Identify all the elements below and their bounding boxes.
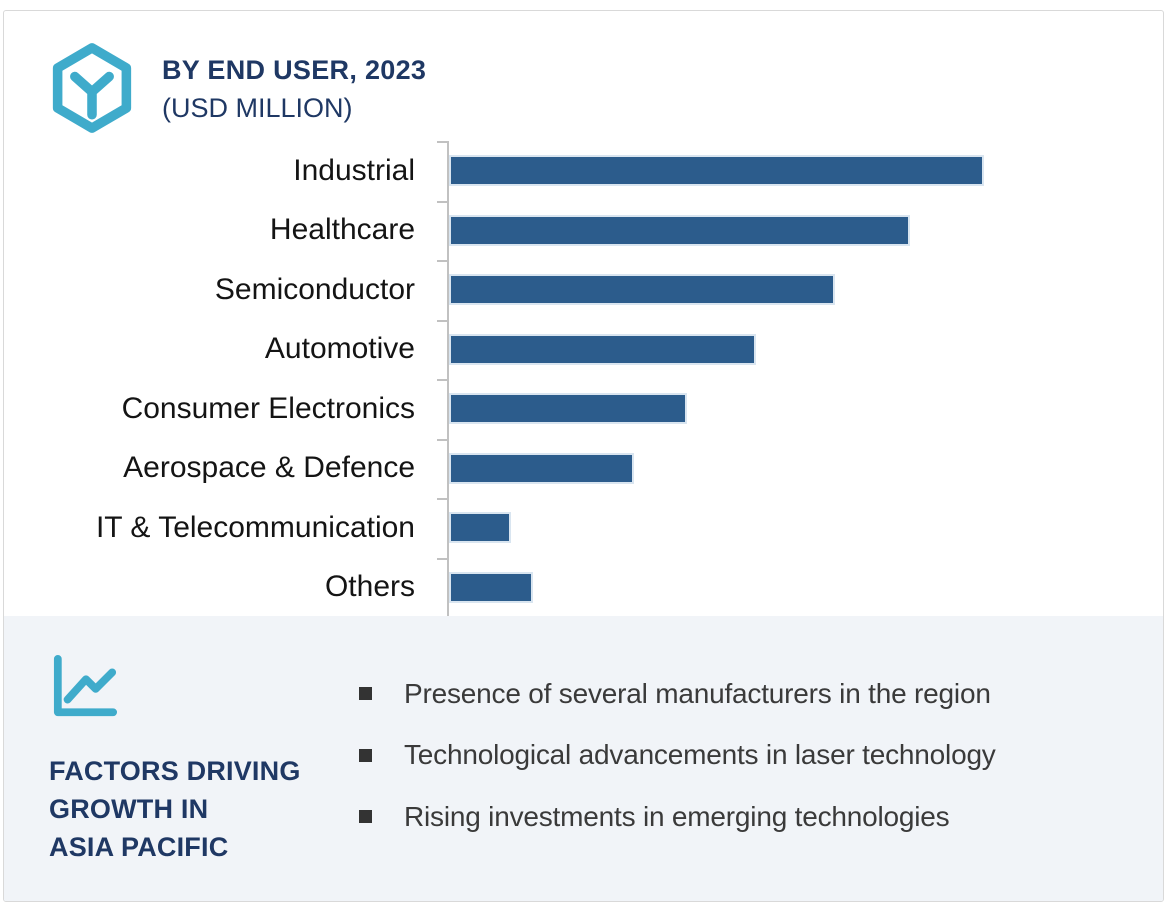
chart-row: Consumer Electronics — [4, 379, 1161, 439]
axis-tick — [437, 498, 448, 500]
chart-row: Semiconductor — [4, 260, 1161, 320]
bullet-square-icon — [359, 810, 372, 824]
bar-chart: Industrial Healthcare Semiconductor Automot… — [4, 141, 1161, 617]
page-title: BY END USER, 2023 — [162, 55, 427, 85]
category-label: Healthcare — [269, 213, 415, 247]
bullet-text: Rising investments in emerging technolog… — [404, 800, 950, 832]
category-label: Others — [324, 570, 415, 604]
chart-row: Aerospace & Defence — [4, 439, 1161, 499]
bullet-square-icon — [359, 687, 372, 701]
line-chart-icon — [51, 653, 119, 724]
category-label: Industrial — [293, 153, 415, 187]
axis-tick — [437, 379, 448, 381]
factors-heading-line: FACTORS DRIVING — [49, 756, 301, 786]
chart-row: Industrial — [4, 141, 1161, 201]
axis-tick — [437, 260, 448, 262]
page-subtitle: (USD MILLION) — [162, 93, 353, 123]
category-label: Automotive — [264, 332, 415, 366]
category-label: Aerospace & Defence — [123, 451, 415, 485]
bar-it-telecommunication — [449, 512, 511, 544]
bullet-item: Technological advancements in laser tech… — [359, 725, 996, 787]
axis-tick — [437, 141, 448, 143]
bullet-item: Presence of several manufacturers in the… — [359, 663, 996, 725]
axis-tick — [437, 200, 448, 203]
infographic-card: BY END USER, 2023 (USD MILLION) Industri… — [3, 10, 1164, 902]
factors-heading: FACTORS DRIVING GROWTH IN ASIA PACIFIC — [49, 752, 301, 866]
category-label: IT & Telecommunication — [95, 510, 415, 544]
bar-automotive — [449, 333, 756, 365]
axis-tick — [437, 319, 448, 322]
chart-row: IT & Telecommunication — [4, 498, 1161, 558]
axis-tick — [437, 557, 448, 560]
chart-row: Others — [4, 558, 1161, 618]
bullet-item: Rising investments in emerging technolog… — [359, 786, 996, 848]
bar-industrial — [449, 155, 984, 187]
factors-section: FACTORS DRIVING GROWTH IN ASIA PACIFIC Pre… — [4, 616, 1163, 901]
factors-heading-line: GROWTH IN — [49, 794, 209, 824]
bar-consumer-electronics — [449, 393, 687, 425]
bullet-text: Technological advancements in laser tech… — [404, 739, 996, 771]
category-label: Consumer Electronics — [121, 391, 415, 425]
bar-others — [449, 571, 533, 603]
bar-semiconductor — [449, 274, 835, 306]
bar-aerospace-defence — [449, 452, 634, 484]
bullet-square-icon — [359, 748, 372, 762]
chart-row: Automotive — [4, 320, 1161, 380]
axis-tick — [437, 438, 448, 441]
hex-cube-icon — [50, 42, 134, 139]
category-label: Semiconductor — [214, 272, 415, 306]
bar-healthcare — [449, 214, 910, 246]
chart-title-block: BY END USER, 2023 (USD MILLION) — [162, 51, 426, 127]
chart-row: Healthcare — [4, 201, 1161, 261]
bullet-list: Presence of several manufacturers in the… — [359, 663, 996, 848]
category-axis-line — [447, 141, 449, 618]
bullet-text: Presence of several manufacturers in the… — [404, 677, 991, 709]
factors-heading-line: ASIA PACIFIC — [49, 832, 229, 862]
